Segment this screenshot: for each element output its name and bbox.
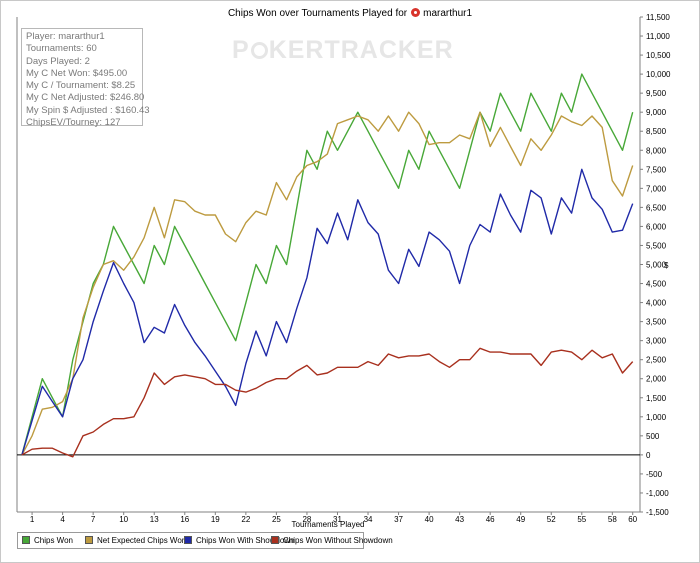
chart-title: Chips Won over Tournaments Played for mar… bbox=[0, 8, 700, 19]
legend-item-net-expected: Net Expected Chips Won bbox=[85, 536, 186, 545]
legend-swatch bbox=[184, 536, 192, 544]
stats-line-spin-adjusted: My Spin $ Adjusted : $160.43 bbox=[26, 104, 150, 116]
stats-line-tournaments: Tournaments: 60 bbox=[26, 43, 97, 55]
chart-series bbox=[21, 73, 634, 458]
legend-item-without-showdown: Chips Won Without Showdown bbox=[271, 536, 393, 545]
y-tick-label: 10,500 bbox=[646, 51, 671, 60]
y-tick-label: 5,000 bbox=[646, 261, 667, 270]
y-axis-ticks: -1,500 -1,000 -500 0 500 1,000 1,500 2,000 2,500… bbox=[640, 13, 671, 517]
y-tick-label: 8,000 bbox=[646, 146, 667, 155]
series-line-chips-won bbox=[21, 73, 634, 456]
stats-box: Player: mararthur1 Tournaments: 60 Days … bbox=[21, 28, 150, 129]
x-tick-label: 4 bbox=[60, 515, 65, 524]
x-tick-label: 28 bbox=[302, 515, 311, 524]
y-tick-label: 3,000 bbox=[646, 337, 667, 346]
pokerstars-logo-icon bbox=[411, 8, 421, 17]
stats-line-chips-ev: ChipsEV/Tourney: 127 bbox=[26, 117, 121, 129]
x-tick-label: 49 bbox=[516, 515, 525, 524]
legend-label: Net Expected Chips Won bbox=[97, 536, 187, 545]
series-line-chips-won-with-showdown bbox=[21, 168, 634, 456]
x-tick-label: 52 bbox=[547, 515, 556, 524]
x-axis-label: Tournaments Played bbox=[292, 520, 365, 529]
y-tick-label: 6,000 bbox=[646, 222, 667, 231]
x-tick-label: 13 bbox=[150, 515, 159, 524]
x-tick-label: 46 bbox=[486, 515, 495, 524]
x-tick-label: 22 bbox=[241, 515, 250, 524]
chart-title-text: Chips Won over Tournaments Played for bbox=[227, 8, 408, 19]
x-tick-label: 19 bbox=[211, 515, 220, 524]
legend-swatch bbox=[22, 536, 30, 544]
y-tick-label: 0 bbox=[646, 451, 651, 460]
y-tick-label: -500 bbox=[646, 470, 663, 479]
pokertracker-watermark: P KERTRACKER bbox=[232, 36, 454, 65]
y-tick-label: -1,500 bbox=[646, 508, 669, 517]
y-tick-label: 500 bbox=[646, 432, 660, 441]
x-tick-label: 37 bbox=[394, 515, 403, 524]
x-axis-ticks: 1 4 7 10 13 16 19 22 25 28 31 34 37 40 43 46 49 52 55 58 60 bbox=[30, 512, 638, 524]
stats-line-net-adjusted: My C Net Adjusted: $246.80 bbox=[26, 92, 145, 104]
y-tick-label: 6,500 bbox=[646, 203, 667, 212]
stats-line-player: Player: mararthur1 bbox=[26, 31, 105, 42]
series-line-net-expected-chips-won bbox=[21, 111, 634, 456]
chart-legend: Chips Won Net Expected Chips Won Chips W… bbox=[17, 532, 393, 549]
x-tick-label: 10 bbox=[119, 515, 128, 524]
watermark-text-left: P bbox=[232, 36, 250, 64]
y-tick-label: 11,500 bbox=[646, 13, 670, 22]
legend-item-showdown: Chips Won With Showdown bbox=[184, 536, 295, 545]
x-tick-label: 60 bbox=[628, 515, 637, 524]
legend-swatch bbox=[271, 536, 279, 544]
y-tick-label: -1,000 bbox=[646, 489, 669, 498]
y-tick-label: 8,500 bbox=[646, 127, 667, 136]
y-tick-label: 11,000 bbox=[646, 32, 670, 41]
legend-label: Chips Won Without Showdown bbox=[283, 536, 393, 545]
x-tick-label: 7 bbox=[91, 515, 96, 524]
legend-label: Chips Won With Showdown bbox=[196, 536, 295, 545]
x-tick-label: 34 bbox=[364, 515, 373, 524]
player-name: mararthur1 bbox=[423, 8, 473, 19]
stats-line-net-won: My C Net Won: $495.00 bbox=[26, 67, 128, 79]
y-tick-label: 5,500 bbox=[646, 241, 667, 250]
x-tick-label: 55 bbox=[577, 515, 586, 524]
x-tick-label: 1 bbox=[30, 515, 35, 524]
x-tick-label: 40 bbox=[425, 515, 434, 524]
legend-item-chips-won: Chips Won bbox=[22, 536, 73, 545]
legend-swatch bbox=[85, 536, 93, 544]
stats-line-days-played: Days Played: 2 bbox=[26, 55, 90, 67]
x-tick-label: 16 bbox=[180, 515, 189, 524]
y-axis-label: $ bbox=[664, 261, 669, 270]
y-tick-label: 1,000 bbox=[646, 413, 667, 422]
y-tick-label: 4,000 bbox=[646, 299, 667, 308]
y-tick-label: 4,500 bbox=[646, 280, 667, 289]
y-tick-label: 10,000 bbox=[646, 70, 671, 79]
watermark-text-right: KERTRACKER bbox=[268, 36, 454, 64]
legend-label: Chips Won bbox=[34, 536, 73, 545]
y-tick-label: 3,500 bbox=[646, 318, 667, 327]
poker-chip-icon bbox=[250, 42, 268, 59]
y-tick-label: 2,000 bbox=[646, 375, 667, 384]
y-tick-label: 9,500 bbox=[646, 89, 667, 98]
y-tick-label: 7,000 bbox=[646, 184, 667, 193]
x-tick-label: 31 bbox=[333, 515, 342, 524]
series-line-chips-won-without-showdown bbox=[21, 347, 634, 458]
x-tick-label: 58 bbox=[608, 515, 617, 524]
y-tick-label: 9,000 bbox=[646, 108, 667, 117]
y-tick-label: 1,500 bbox=[646, 394, 667, 403]
y-tick-label: 2,500 bbox=[646, 356, 667, 365]
x-tick-label: 43 bbox=[455, 515, 464, 524]
x-tick-label: 25 bbox=[272, 515, 281, 524]
stats-line-per-tournament: My C / Tournament: $8.25 bbox=[26, 80, 136, 92]
y-tick-label: 7,500 bbox=[646, 165, 667, 174]
